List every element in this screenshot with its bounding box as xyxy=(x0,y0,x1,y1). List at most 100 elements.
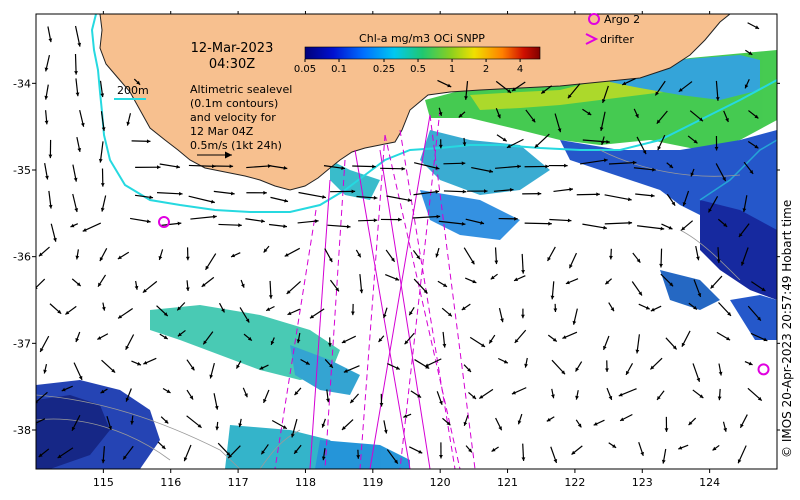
velocity-arrow-head xyxy=(157,165,161,170)
velocity-arrow-head xyxy=(490,275,495,280)
velocity-arrow-head xyxy=(241,283,245,288)
velocity-arrow-head xyxy=(628,220,633,225)
velocity-arrow-head xyxy=(101,306,106,311)
velocity-arrow-head xyxy=(511,390,516,395)
velocity-arrow-head xyxy=(575,395,579,400)
velocity-arrow-head xyxy=(305,361,310,365)
velocity-arrow-head xyxy=(398,217,402,222)
velocity-arrow-head xyxy=(681,342,686,347)
velocity-arrow-head xyxy=(100,183,105,187)
x-axis: 115 116 117 118 119 120 121 122 123 124 xyxy=(93,11,720,489)
velocity-arrow-head xyxy=(261,450,265,455)
velocity-arrow-head xyxy=(137,361,142,366)
argo-float-marker xyxy=(757,363,770,376)
velocity-arrow-head xyxy=(197,423,202,428)
velocity-arrow-head xyxy=(73,177,78,182)
velocity-arrow xyxy=(157,192,183,195)
velocity-arrow-head xyxy=(158,256,163,260)
velocity-arrow-head xyxy=(77,148,82,152)
velocity-arrow-head xyxy=(506,144,511,148)
velocity-arrow-head xyxy=(462,142,467,146)
velocity-arrow-head xyxy=(48,154,53,159)
velocity-arrow-head xyxy=(609,255,613,260)
velocity-arrow-head xyxy=(383,429,388,434)
velocity-arrow-head xyxy=(328,258,333,263)
velocity-arrow-head xyxy=(757,396,762,401)
velocity-arrow-head xyxy=(417,394,422,398)
velocity-arrow-head xyxy=(467,368,471,372)
y-tick-label: -34 xyxy=(13,77,31,90)
velocity-arrow-head xyxy=(163,312,168,317)
velocity-arrow-head xyxy=(740,423,744,428)
x-tick-label: 124 xyxy=(699,476,720,489)
velocity-arrow-head xyxy=(322,195,326,199)
velocity-arrow-head xyxy=(164,419,169,424)
velocity-arrow-head xyxy=(521,270,525,274)
velocity-arrow xyxy=(36,278,46,289)
velocity-arrow-head xyxy=(603,345,607,350)
velocity-arrow-head xyxy=(350,399,355,404)
velocity-arrow xyxy=(298,191,327,199)
velocity-arrow-head xyxy=(442,343,447,348)
velocity-arrow-head xyxy=(521,457,526,461)
velocity-arrow-head xyxy=(480,220,485,225)
velocity-arrow-head xyxy=(76,282,81,287)
velocity-arrow-head xyxy=(309,314,314,319)
velocity-arrow-head xyxy=(618,392,623,397)
velocity-arrow-head xyxy=(447,83,452,88)
velocity-arrow-head xyxy=(547,257,551,262)
velocity-arrow-head xyxy=(183,457,188,462)
velocity-arrow-head xyxy=(562,335,567,339)
velocity-arrow-head xyxy=(635,349,640,354)
velocity-arrow-head xyxy=(438,144,443,149)
velocity-arrow-head xyxy=(725,117,729,122)
velocity-arrow-head xyxy=(557,128,562,133)
velocity-arrow-head xyxy=(514,277,519,282)
velocity-arrow-head xyxy=(185,256,190,261)
velocity-arrow xyxy=(443,190,467,193)
velocity-arrow-head xyxy=(435,166,440,170)
velocity-arrow-head xyxy=(567,94,572,99)
velocity-arrow-head xyxy=(481,343,486,347)
x-tick-label: 117 xyxy=(228,476,249,489)
velocity-arrow-head xyxy=(146,139,151,144)
velocity-arrow-head xyxy=(693,305,698,310)
velocity-arrow-head xyxy=(283,166,288,170)
velocity-arrow-head xyxy=(245,318,250,323)
velocity-arrow xyxy=(549,218,572,222)
velocity-arrow-head xyxy=(472,395,477,399)
velocity-arrow-head xyxy=(550,295,555,300)
velocity-arrow-head xyxy=(244,393,248,398)
x-tick-label: 123 xyxy=(632,476,653,489)
velocity-arrow-head xyxy=(231,253,236,258)
velocity-arrow-head xyxy=(82,228,87,232)
x-tick-label: 119 xyxy=(362,476,383,489)
drifter-legend-icon xyxy=(585,33,599,45)
velocity-arrow-head xyxy=(40,347,44,352)
velocity-arrow-head xyxy=(748,361,753,366)
velocity-arrow-head xyxy=(672,345,677,350)
description-line-3: and velocity for xyxy=(190,111,276,124)
velocity-arrow-head xyxy=(461,306,466,310)
velocity-arrow-head xyxy=(424,363,429,367)
velocity-arrow-head xyxy=(284,198,289,203)
velocity-arrow-head xyxy=(655,91,659,96)
velocity-arrow xyxy=(438,220,466,225)
velocity-arrow xyxy=(246,165,272,169)
velocity-arrow-head xyxy=(524,363,528,368)
velocity-arrow-head xyxy=(722,177,726,182)
velocity-arrow-head xyxy=(521,314,525,319)
velocity-arrow-head xyxy=(749,169,754,174)
velocity-arrow-head xyxy=(45,175,49,180)
velocity-arrow-head xyxy=(610,307,614,312)
isobath-200m-line-east xyxy=(699,139,777,201)
velocity-arrow-head xyxy=(294,449,298,454)
velocity-arrow-head xyxy=(545,164,549,169)
velocity-arrow-head xyxy=(659,263,663,268)
colorbar-tick-label: 2 xyxy=(483,64,489,75)
velocity-arrow-head xyxy=(517,164,521,169)
velocity-arrow-head xyxy=(263,190,267,195)
velocity-arrow-head xyxy=(569,187,573,192)
velocity-arrow-head xyxy=(681,226,686,231)
